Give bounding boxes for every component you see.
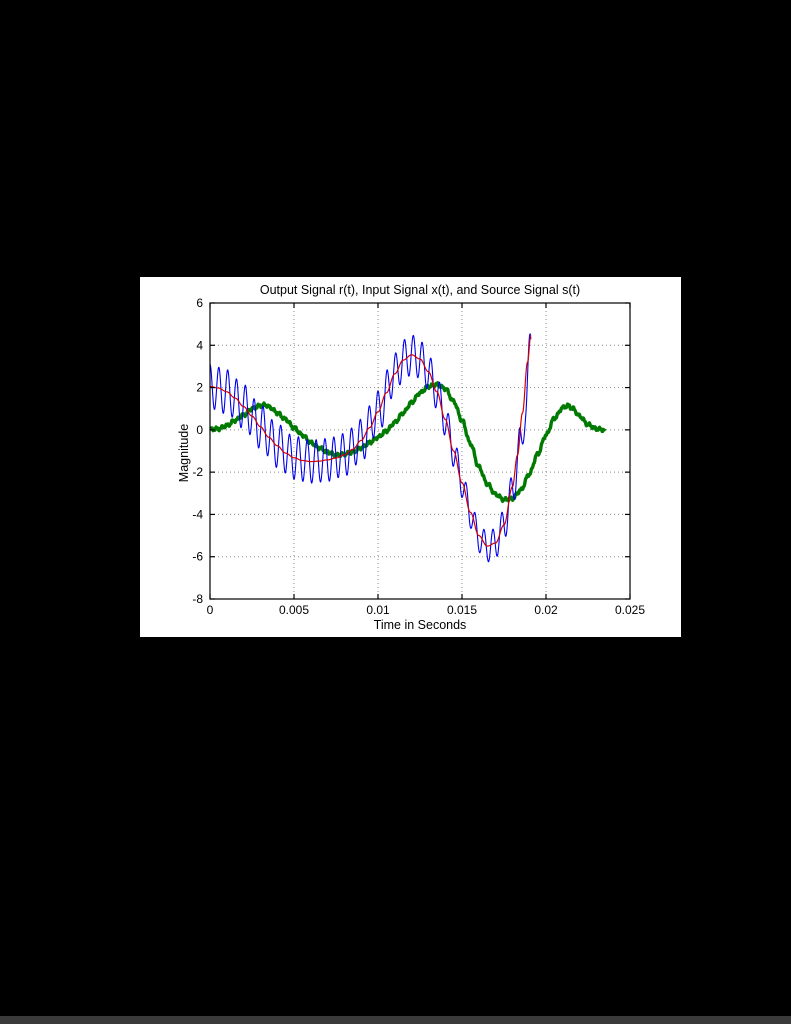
plot-area: 0 0.005 0.01 0.015 0.02 0.025 -8 -6 -4 -2 0 2 4 6: [192, 296, 645, 617]
x-tick-label: 0.01: [366, 603, 390, 617]
x-tick-label: 0.005: [279, 603, 309, 617]
y-tick-label: 6: [196, 296, 203, 310]
y-tick-label: 4: [196, 338, 203, 352]
plot-frame: [209, 302, 631, 600]
y-tick-label: -8: [192, 592, 203, 606]
bottom-bar: [0, 1016, 791, 1024]
x-tick-label: 0: [207, 603, 214, 617]
x-tick-label: 0.015: [447, 603, 477, 617]
x-tick-label: 0.025: [615, 603, 645, 617]
series-input-x: [209, 334, 532, 547]
y-tick-label: 2: [196, 381, 203, 395]
x-tick-label: 0.02: [534, 603, 558, 617]
chart-title: Output Signal r(t), Input Signal x(t), a…: [259, 283, 581, 297]
x-axis-label: Time in Seconds: [373, 618, 467, 632]
matlab-figure: Output Signal r(t), Input Signal x(t), a…: [140, 277, 681, 637]
y-tick-label: -4: [192, 507, 203, 521]
series-source-s: [208, 381, 607, 503]
y-tick-label: -6: [192, 550, 203, 564]
y-tick-label: -2: [192, 465, 203, 479]
y-tick-label: 0: [196, 423, 203, 437]
series-output-r: [209, 333, 532, 563]
